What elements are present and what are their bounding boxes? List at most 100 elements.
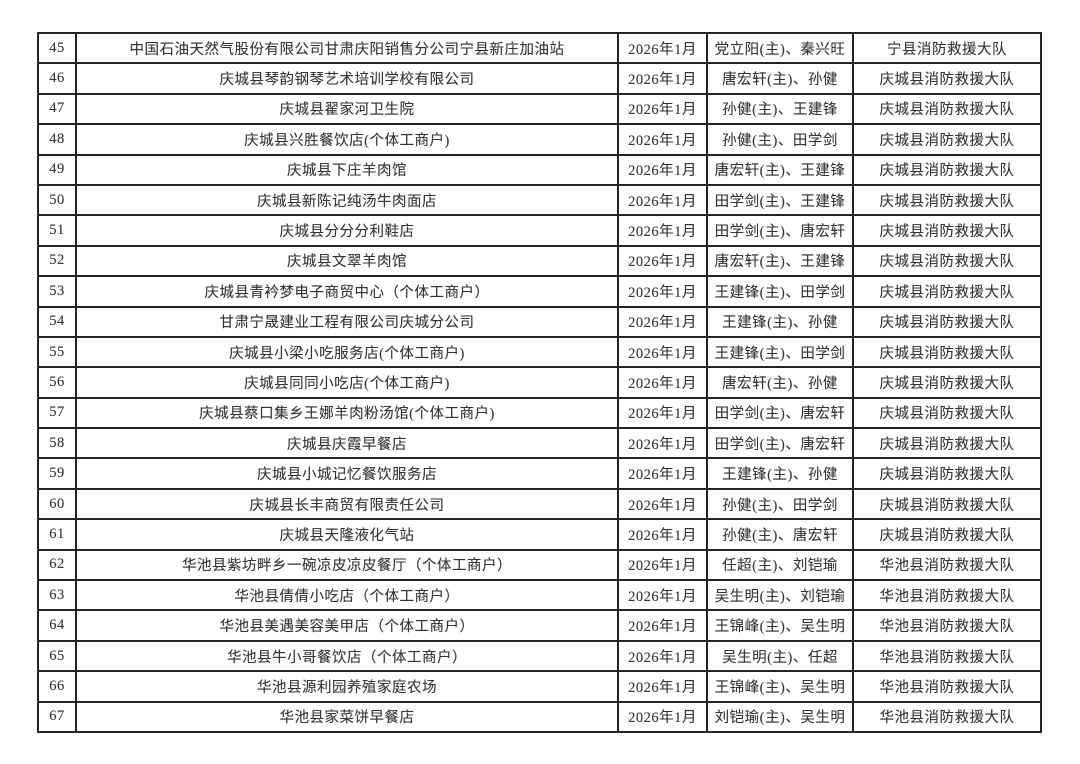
inspectors-cell: 田学剑(主)、唐宏轩 (706, 427, 854, 460)
inspectors-cell: 王锦峰(主)、吴生明 (706, 609, 854, 642)
table-row: 58 庆城县庆霞早餐店 2026年1月 田学剑(主)、唐宏轩 庆城县消防救援大队 (37, 427, 1042, 460)
unit-name-cell: 庆城县长丰商贸有限责任公司 (75, 487, 619, 521)
inspectors-cell: 唐宏轩(主)、王建锋 (706, 153, 854, 186)
table-row: 52 庆城县文翠羊肉馆 2026年1月 唐宏轩(主)、王建锋 庆城县消防救援大队 (37, 244, 1042, 278)
unit-name-cell: 庆城县庆霞早餐店 (75, 427, 619, 460)
unit-name-cell: 庆城县分分分利鞋店 (75, 214, 619, 247)
row-number-cell: 53 (37, 275, 77, 308)
date-cell: 2026年1月 (617, 548, 708, 582)
table-row: 63 华池县倩倩小吃店（个体工商户） 2026年1月 吴生明(主)、刘铠瑜 华池… (37, 579, 1042, 612)
table-row: 48 庆城县兴胜餐饮店(个体工商户) 2026年1月 孙健(主)、田学剑 庆城县… (37, 123, 1042, 156)
inspectors-cell: 唐宏轩(主)、孙健 (706, 366, 854, 399)
inspectors-cell: 王建锋(主)、孙健 (706, 305, 854, 338)
brigade-cell: 庆城县消防救援大队 (852, 183, 1042, 217)
row-number-cell: 62 (37, 548, 77, 582)
table-row: 57 庆城县蔡口集乡王娜羊肉粉汤馆(个体工商户) 2026年1月 田学剑(主)、… (37, 396, 1042, 430)
unit-name-cell: 甘肃宁晟建业工程有限公司庆城分公司 (75, 305, 619, 338)
unit-name-cell: 华池县倩倩小吃店（个体工商户） (75, 579, 619, 612)
inspectors-cell: 田学剑(主)、唐宏轩 (706, 214, 854, 247)
inspectors-cell: 王锦峰(主)、吴生明 (706, 670, 854, 703)
row-number-cell: 60 (37, 487, 77, 521)
row-number-cell: 67 (37, 700, 77, 733)
date-cell: 2026年1月 (617, 92, 708, 126)
row-number-cell: 49 (37, 153, 77, 186)
row-number-cell: 52 (37, 244, 77, 278)
inspectors-cell: 孙健(主)、王建锋 (706, 92, 854, 126)
brigade-cell: 庆城县消防救援大队 (852, 275, 1042, 308)
table-row: 51 庆城县分分分利鞋店 2026年1月 田学剑(主)、唐宏轩 庆城县消防救援大… (37, 214, 1042, 247)
brigade-cell: 庆城县消防救援大队 (852, 123, 1042, 156)
brigade-cell: 庆城县消防救援大队 (852, 487, 1042, 521)
date-cell: 2026年1月 (617, 639, 708, 673)
unit-name-cell: 庆城县琴韵钢琴艺术培训学校有限公司 (75, 62, 619, 95)
row-number-cell: 65 (37, 639, 77, 673)
table-row: 67 华池县家菜饼早餐店 2026年1月 刘铠瑜(主)、吴生明 华池县消防救援大… (37, 700, 1042, 733)
brigade-cell: 庆城县消防救援大队 (852, 366, 1042, 399)
date-cell: 2026年1月 (617, 670, 708, 703)
brigade-cell: 华池县消防救援大队 (852, 700, 1042, 733)
row-number-cell: 66 (37, 670, 77, 703)
table-row: 64 华池县美遇美容美甲店（个体工商户） 2026年1月 王锦峰(主)、吴生明 … (37, 609, 1042, 642)
table-row: 49 庆城县下庄羊肉馆 2026年1月 唐宏轩(主)、王建锋 庆城县消防救援大队 (37, 153, 1042, 186)
inspectors-cell: 田学剑(主)、唐宏轩 (706, 396, 854, 430)
table-row: 54 甘肃宁晟建业工程有限公司庆城分公司 2026年1月 王建锋(主)、孙健 庆… (37, 305, 1042, 338)
brigade-cell: 庆城县消防救援大队 (852, 335, 1042, 369)
table-row: 61 庆城县天隆液化气站 2026年1月 孙健(主)、唐宏轩 庆城县消防救援大队 (37, 518, 1042, 551)
table-row: 46 庆城县琴韵钢琴艺术培训学校有限公司 2026年1月 唐宏轩(主)、孙健 庆… (37, 62, 1042, 95)
date-cell: 2026年1月 (617, 305, 708, 338)
row-number-cell: 63 (37, 579, 77, 612)
table-row: 66 华池县源利园养殖家庭农场 2026年1月 王锦峰(主)、吴生明 华池县消防… (37, 670, 1042, 703)
inspectors-cell: 王建锋(主)、田学剑 (706, 275, 854, 308)
unit-name-cell: 庆城县天隆液化气站 (75, 518, 619, 551)
date-cell: 2026年1月 (617, 427, 708, 460)
date-cell: 2026年1月 (617, 579, 708, 612)
unit-name-cell: 华池县源利园养殖家庭农场 (75, 670, 619, 703)
row-number-cell: 46 (37, 62, 77, 95)
row-number-cell: 57 (37, 396, 77, 430)
row-number-cell: 59 (37, 457, 77, 490)
table-body: 45 中国石油天然气股份有限公司甘肃庆阳销售分公司宁县新庄加油站 2026年1月… (37, 31, 1042, 733)
brigade-cell: 华池县消防救援大队 (852, 609, 1042, 642)
brigade-cell: 庆城县消防救援大队 (852, 153, 1042, 186)
brigade-cell: 华池县消防救援大队 (852, 579, 1042, 612)
brigade-cell: 庆城县消防救援大队 (852, 62, 1042, 95)
brigade-cell: 庆城县消防救援大队 (852, 244, 1042, 278)
date-cell: 2026年1月 (617, 244, 708, 278)
date-cell: 2026年1月 (617, 457, 708, 490)
brigade-cell: 庆城县消防救援大队 (852, 92, 1042, 126)
inspectors-cell: 田学剑(主)、王建锋 (706, 183, 854, 217)
unit-name-cell: 庆城县新陈记纯汤牛肉面店 (75, 183, 619, 217)
inspectors-cell: 王建锋(主)、孙健 (706, 457, 854, 490)
brigade-cell: 庆城县消防救援大队 (852, 457, 1042, 490)
table-row: 65 华池县牛小哥餐饮店（个体工商户） 2026年1月 吴生明(主)、任超 华池… (37, 639, 1042, 673)
date-cell: 2026年1月 (617, 487, 708, 521)
table-row: 55 庆城县小梁小吃服务店(个体工商户) 2026年1月 王建锋(主)、田学剑 … (37, 335, 1042, 369)
unit-name-cell: 庆城县翟家河卫生院 (75, 92, 619, 126)
inspectors-cell: 孙健(主)、唐宏轩 (706, 518, 854, 551)
unit-name-cell: 华池县美遇美容美甲店（个体工商户） (75, 609, 619, 642)
unit-name-cell: 华池县紫坊畔乡一碗凉皮凉皮餐厅（个体工商户） (75, 548, 619, 582)
date-cell: 2026年1月 (617, 183, 708, 217)
table-row: 62 华池县紫坊畔乡一碗凉皮凉皮餐厅（个体工商户） 2026年1月 任超(主)、… (37, 548, 1042, 582)
table-row: 53 庆城县青衿梦电子商贸中心（个体工商户） 2026年1月 王建锋(主)、田学… (37, 275, 1042, 308)
inspectors-cell: 党立阳(主)、秦兴旺 (706, 31, 854, 65)
unit-name-cell: 庆城县蔡口集乡王娜羊肉粉汤馆(个体工商户) (75, 396, 619, 430)
date-cell: 2026年1月 (617, 700, 708, 733)
inspectors-cell: 刘铠瑜(主)、吴生明 (706, 700, 854, 733)
date-cell: 2026年1月 (617, 62, 708, 95)
brigade-cell: 庆城县消防救援大队 (852, 305, 1042, 338)
date-cell: 2026年1月 (617, 153, 708, 186)
row-number-cell: 55 (37, 335, 77, 369)
row-number-cell: 47 (37, 92, 77, 126)
table-row: 56 庆城县同同小吃店(个体工商户) 2026年1月 唐宏轩(主)、孙健 庆城县… (37, 366, 1042, 399)
table-row: 50 庆城县新陈记纯汤牛肉面店 2026年1月 田学剑(主)、王建锋 庆城县消防… (37, 183, 1042, 217)
table-row: 45 中国石油天然气股份有限公司甘肃庆阳销售分公司宁县新庄加油站 2026年1月… (37, 31, 1042, 65)
inspectors-cell: 吴生明(主)、任超 (706, 639, 854, 673)
unit-name-cell: 庆城县小城记忆餐饮服务店 (75, 457, 619, 490)
row-number-cell: 58 (37, 427, 77, 460)
row-number-cell: 48 (37, 123, 77, 156)
brigade-cell: 庆城县消防救援大队 (852, 214, 1042, 247)
brigade-cell: 庆城县消防救援大队 (852, 518, 1042, 551)
row-number-cell: 50 (37, 183, 77, 217)
